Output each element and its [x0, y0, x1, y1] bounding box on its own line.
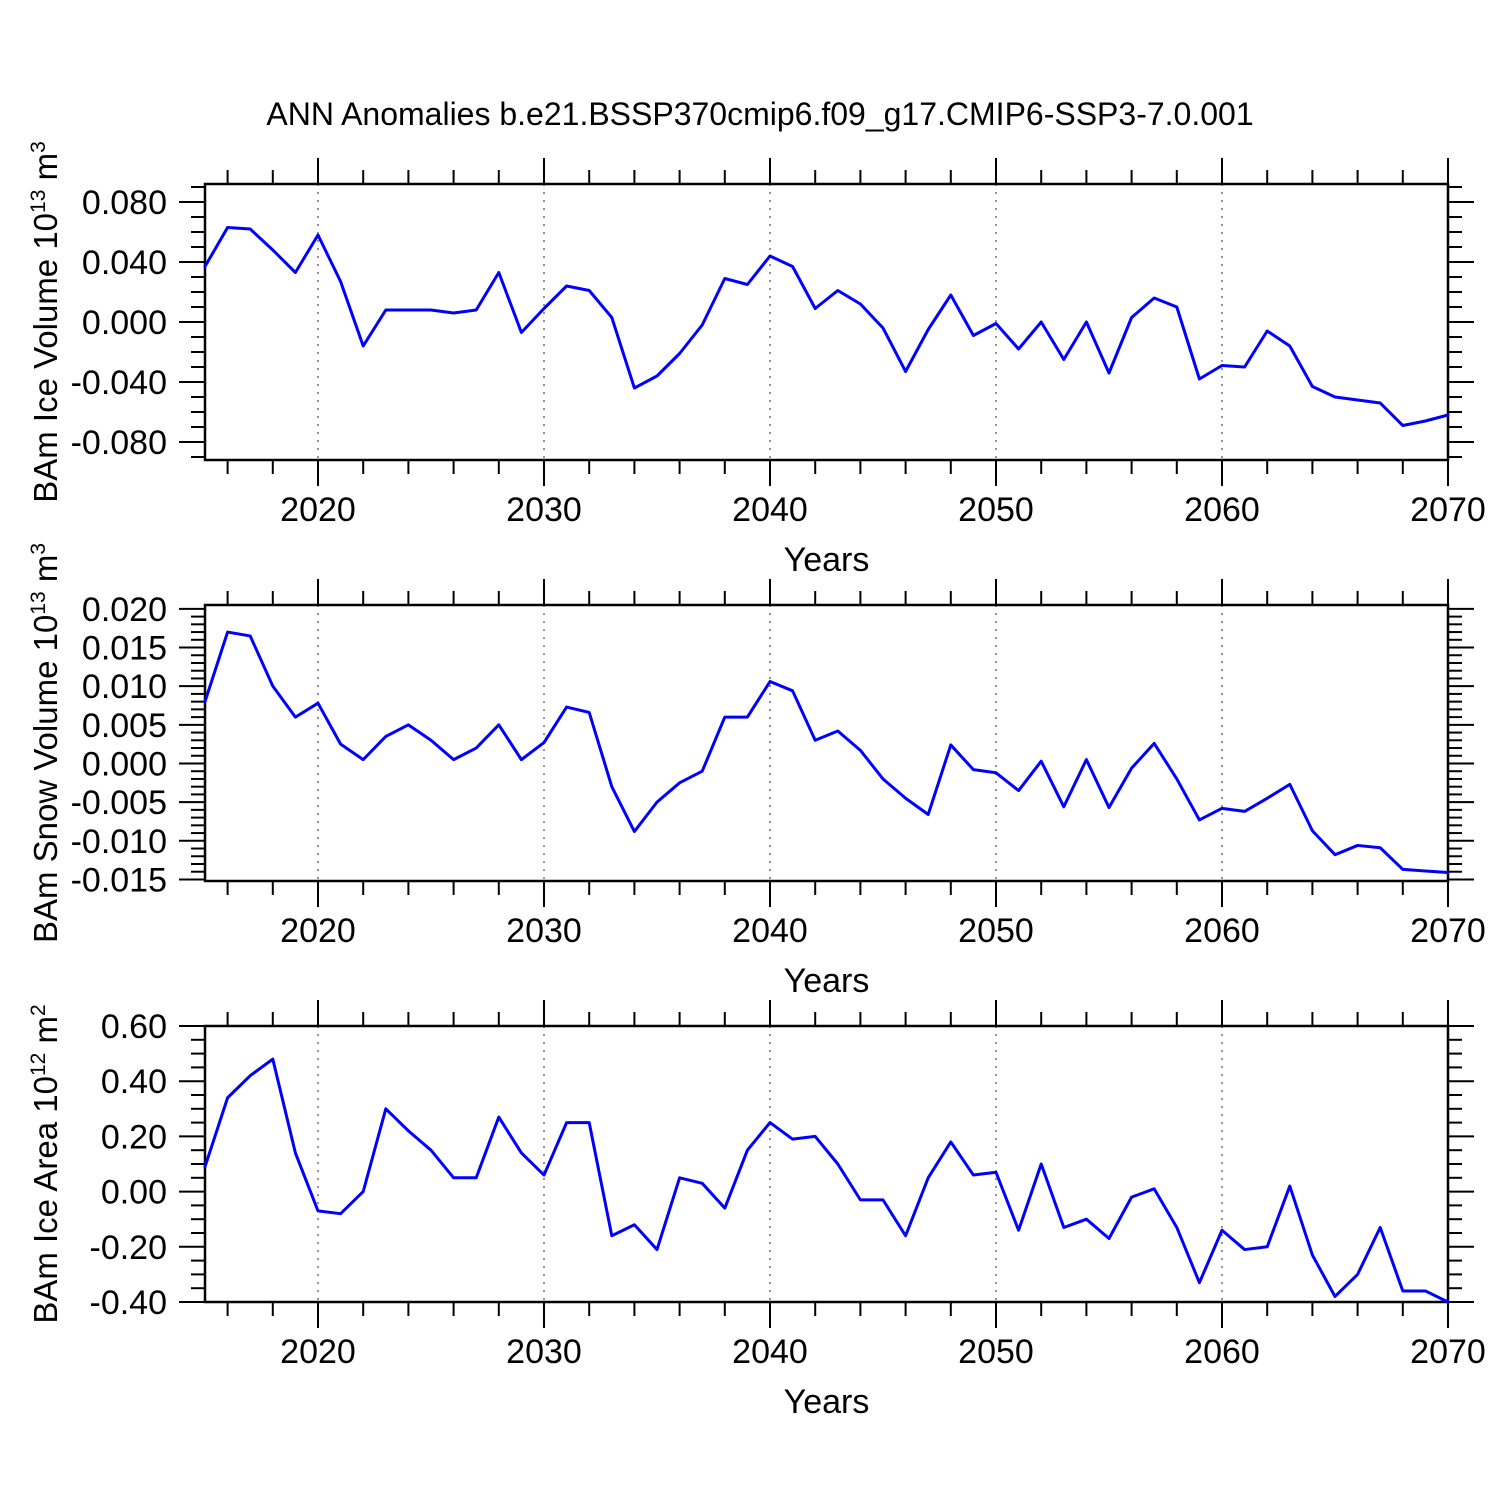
x-tick-label: 2040 [732, 1333, 808, 1371]
y-tick-label: -0.005 [71, 784, 167, 822]
y-tick-label: 0.00 [101, 1174, 167, 1212]
panel-ice-area: 2020 2030 2040 2050 2060 2070 0.60 0.40 0.20 0.00… [0, 991, 1500, 1431]
ice-volume-chart: 2020 2030 2040 2050 2060 2070 0.080 0.040 0.000 -… [71, 158, 1486, 529]
y-tick-label: -0.015 [71, 861, 167, 899]
x-tick-label: 2060 [1184, 912, 1260, 950]
x-tick-label: 2030 [506, 491, 582, 529]
y-tick-label: 0.000 [82, 745, 167, 783]
y-label-text: BAm Ice Volume 10 [27, 212, 64, 503]
y-label-exponent: 13 [27, 591, 50, 615]
ice-area-y-axis-label: BAm Ice Area 1012 m2 [27, 1004, 65, 1323]
panel-ice-volume: 2020 2030 2040 2050 2060 2070 0.080 0.040 0.000 -… [0, 141, 1500, 589]
y-label-text: BAm Snow Volume 10 [27, 614, 64, 944]
y-tick-label: 0.000 [82, 304, 167, 342]
y-label-unit: m [27, 152, 64, 190]
x-tick-label: 2060 [1184, 1333, 1260, 1371]
y-tick-label: 0.040 [82, 244, 167, 282]
x-tick-label: 2020 [280, 912, 356, 950]
x-tick-label: 2030 [506, 912, 582, 950]
y-label-exponent: 12 [27, 1052, 50, 1077]
y-label-unit-exponent: 3 [27, 141, 50, 153]
y-tick-label: 0.40 [101, 1063, 167, 1101]
snow-volume-y-axis-label: BAm Snow Volume 1013 m3 [27, 543, 65, 943]
y-tick-label: 0.010 [82, 668, 167, 706]
x-tick-label: 2040 [732, 912, 808, 950]
x-tick-label: 2050 [958, 912, 1034, 950]
x-axis-label: Years [783, 962, 870, 1000]
x-axis-label: Years [783, 1383, 870, 1421]
y-tick-label: 0.20 [101, 1118, 167, 1156]
x-tick-label: 2040 [732, 491, 808, 529]
plot-frame [203, 1024, 1450, 1304]
ice-area-line [203, 1057, 1450, 1304]
y-tick-label: -0.010 [71, 823, 167, 861]
y-tick-label: -0.20 [90, 1229, 168, 1267]
y-tick-label: 0.020 [82, 591, 167, 629]
y-tick-label: -0.040 [71, 364, 167, 402]
y-label-text: BAm Ice Area 10 [27, 1076, 64, 1324]
y-tick-label: 0.005 [82, 707, 167, 745]
panel-snow-volume: 2020 2030 2040 2050 2060 2070 0.020 0.015 0.010 0… [0, 543, 1500, 1010]
ice-volume-y-axis-label: BAm Ice Volume 1013 m3 [27, 141, 65, 503]
y-label-unit-exponent: 3 [27, 542, 50, 555]
y-label-unit: m [27, 554, 64, 592]
plot-frame [203, 603, 1450, 883]
x-tick-label: 2070 [1410, 1333, 1486, 1371]
plot-frame [203, 182, 1450, 462]
snow-volume-chart: 2020 2030 2040 2050 2060 20700.0200.0150.0100… [71, 579, 1486, 950]
x-tick-label: 2060 [1184, 491, 1260, 529]
y-tick-label: 0.60 [101, 1008, 167, 1046]
ice-volume-line [203, 226, 1450, 427]
x-tick-label: 2050 [958, 491, 1034, 529]
snow-volume-line [203, 630, 1450, 874]
chart-title: ANN Anomalies b.e21.BSSP370cmip6.f09_g17… [266, 96, 1254, 132]
x-tick-label: 2020 [280, 1333, 356, 1371]
y-tick-label: -0.40 [90, 1284, 168, 1322]
y-tick-label: 0.015 [82, 630, 167, 668]
x-tick-label: 2020 [280, 491, 356, 529]
y-tick-label: -0.080 [71, 424, 167, 462]
x-axis-label: Years [783, 541, 870, 579]
y-tick-label: 0.080 [82, 184, 167, 222]
x-tick-label: 2070 [1410, 491, 1486, 529]
x-tick-label: 2030 [506, 1333, 582, 1371]
y-label-unit: m [27, 1016, 64, 1053]
x-tick-label: 2070 [1410, 912, 1486, 950]
ice-area-chart: 2020 2030 2040 2050 2060 2070 0.60 0.40 0.20 0.00… [90, 1000, 1486, 1371]
y-label-exponent: 13 [27, 189, 50, 213]
x-tick-label: 2050 [958, 1333, 1034, 1371]
y-label-unit-exponent: 2 [27, 1004, 50, 1017]
